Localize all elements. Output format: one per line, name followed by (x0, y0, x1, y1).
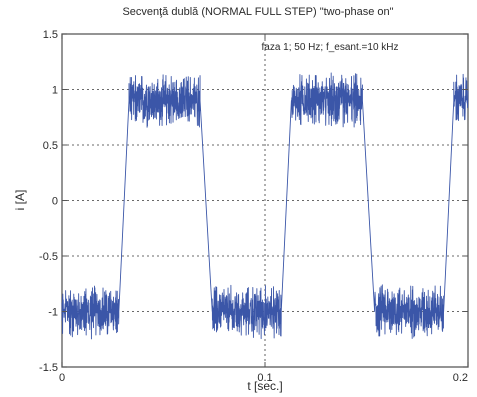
series-layer (61, 72, 469, 340)
y-tick-label: 0 (52, 196, 58, 208)
x-tick-label: 0.1 (257, 372, 272, 384)
x-tick-label: 0 (59, 372, 65, 384)
y-tick-label: -1 (48, 307, 58, 319)
series-line-faza-1 (61, 72, 469, 340)
y-tick-label: 1.5 (43, 29, 58, 41)
y-tick-label: -1.5 (39, 362, 58, 374)
grid-lines (62, 34, 468, 367)
y-tick-label: 0.5 (43, 140, 58, 152)
y-tick-label: -0.5 (39, 251, 58, 263)
axis-layer: -1.5 -1 -0.5 0 0.5 1 1.5 0 0.1 0.2 (39, 29, 469, 384)
chart-title: Secvenţă dublă (NORMAL FULL STEP) "two-p… (122, 6, 393, 18)
y-tick-label: 1 (52, 85, 58, 97)
signal-parameters-annotation: faza 1; 50 Hz; f_esant.=10 kHz (261, 42, 398, 53)
x-axis-label: t [sec.] (247, 379, 282, 393)
x-tick-label: 0.2 (453, 372, 468, 384)
y-axis-label: i [A] (13, 190, 27, 211)
